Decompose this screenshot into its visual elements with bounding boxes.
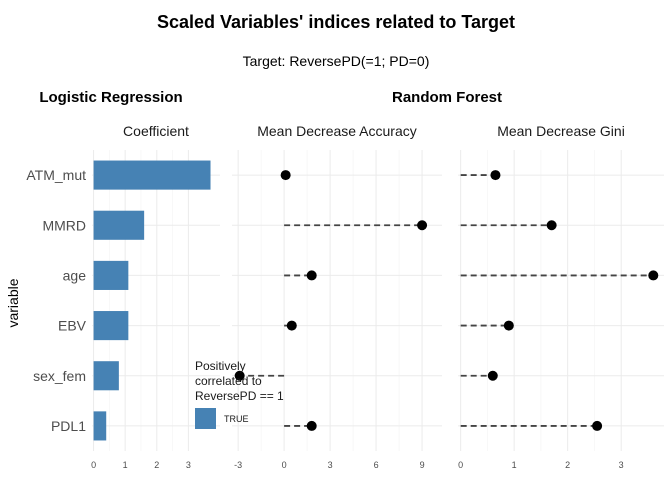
lollipop-point-pdl1 bbox=[592, 420, 603, 431]
bar-atm-mut bbox=[93, 160, 211, 190]
bar-sex-fem bbox=[93, 361, 119, 391]
chart-subtitle: Target: ReversePD(=1; PD=0) bbox=[243, 53, 430, 69]
facet-label-mean-decrease-accuracy: Mean Decrease Accuracy bbox=[257, 123, 417, 139]
x-tick-label: 3 bbox=[619, 460, 624, 470]
legend-key-label: TRUE bbox=[224, 414, 249, 424]
y-tick-label: ATM_mut bbox=[26, 167, 86, 183]
panel-mean-decrease-accuracy: Mean Decrease Accuracy -3 0 3 6 9 bbox=[232, 123, 442, 470]
y-tick-label: EBV bbox=[58, 318, 87, 334]
section-title-logistic-regression: Logistic Regression bbox=[39, 89, 182, 106]
y-tick-label: PDL1 bbox=[51, 418, 86, 434]
x-tick-label: 1 bbox=[512, 460, 517, 470]
bar-age bbox=[93, 260, 129, 290]
panel-mean-decrease-gini: Mean Decrease Gini 0 1 2 3 bbox=[458, 123, 664, 470]
lollipop-point-atm-mut bbox=[280, 170, 291, 181]
lollipop-point-atm-mut bbox=[490, 170, 501, 181]
x-tick-label: -3 bbox=[234, 460, 242, 470]
x-tick-label: 3 bbox=[328, 460, 333, 470]
lollipop-point-age bbox=[306, 270, 317, 281]
legend-title-line-2: correlated to bbox=[195, 374, 262, 388]
x-tick-label: 2 bbox=[565, 460, 570, 470]
legend: Positively correlated to ReversePD == 1 … bbox=[195, 359, 284, 429]
x-tick-label: 6 bbox=[374, 460, 379, 470]
y-tick-label: MMRD bbox=[42, 217, 86, 233]
bar-mmrd bbox=[93, 210, 145, 240]
legend-title-line-3: ReversePD == 1 bbox=[195, 389, 284, 403]
bar-pdl1 bbox=[93, 411, 107, 441]
x-tick-label: 0 bbox=[282, 460, 287, 470]
y-axis-label: variable bbox=[5, 278, 21, 327]
bar-ebv bbox=[93, 311, 129, 341]
chart-title: Scaled Variables' indices related to Tar… bbox=[157, 12, 515, 32]
y-tick-label: age bbox=[63, 267, 87, 283]
lollipop-point-sex-fem bbox=[234, 370, 245, 381]
lollipop-point-mmrd bbox=[417, 220, 428, 231]
lollipop-point-sex-fem bbox=[487, 370, 498, 381]
legend-swatch bbox=[195, 408, 216, 429]
facet-label-mean-decrease-gini: Mean Decrease Gini bbox=[497, 123, 625, 139]
x-tick-label: 1 bbox=[123, 460, 128, 470]
x-tick-label: 3 bbox=[186, 460, 191, 470]
x-tick-label: 9 bbox=[420, 460, 425, 470]
x-tick-label: 0 bbox=[91, 460, 96, 470]
lollipop-point-pdl1 bbox=[306, 420, 317, 431]
y-tick-label: sex_fem bbox=[33, 368, 86, 384]
lollipop-point-ebv bbox=[286, 320, 297, 331]
section-title-random-forest: Random Forest bbox=[392, 89, 502, 106]
legend-title-line-1: Positively bbox=[195, 359, 246, 373]
lollipop-point-mmrd bbox=[546, 220, 557, 231]
facet-label-coefficient: Coefficient bbox=[123, 123, 189, 139]
x-tick-label: 0 bbox=[458, 460, 463, 470]
panel-coefficient: Coefficient 0 1 2 3 bbox=[91, 123, 220, 470]
panels: Coefficient 0 1 2 3 Mean Decrease Accuracy -3 0… bbox=[26, 123, 664, 470]
x-tick-label: 2 bbox=[154, 460, 159, 470]
lollipop-point-age bbox=[648, 270, 659, 281]
lollipop-point-ebv bbox=[503, 320, 514, 331]
